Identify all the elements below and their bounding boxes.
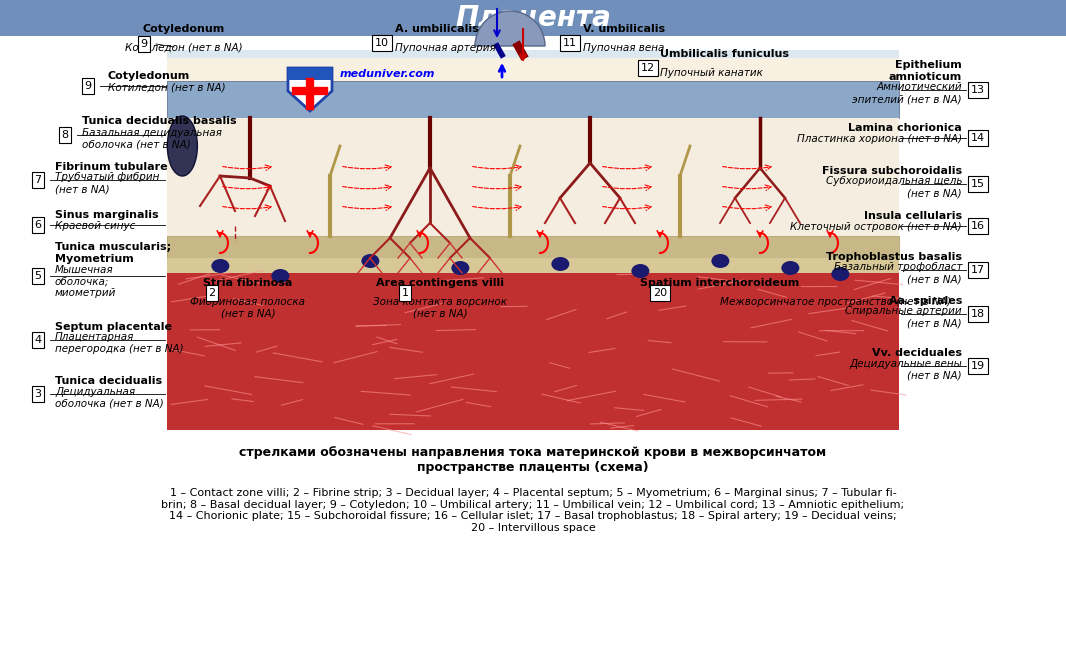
- Polygon shape: [288, 68, 332, 80]
- Ellipse shape: [711, 254, 729, 268]
- Text: Tunica muscularis;
Myometrium: Tunica muscularis; Myometrium: [55, 242, 172, 264]
- Text: Area contingens villi: Area contingens villi: [376, 278, 504, 288]
- Ellipse shape: [781, 261, 800, 275]
- Ellipse shape: [272, 269, 289, 283]
- Text: Мышечная
оболочка;
миометрий: Мышечная оболочка; миометрий: [55, 265, 116, 298]
- Text: 2: 2: [209, 288, 215, 298]
- Text: Epithelium
amnioticum: Epithelium amnioticum: [889, 60, 962, 81]
- Bar: [167, 273, 899, 430]
- Text: Spatium interchoroideum: Spatium interchoroideum: [641, 278, 800, 288]
- Text: 4: 4: [34, 335, 42, 345]
- Text: Децидуальная
оболочка (нет в NA): Децидуальная оболочка (нет в NA): [55, 386, 164, 408]
- Text: Trophoblastus basalis: Trophoblastus basalis: [826, 252, 962, 262]
- Text: Базальная децидуальная
оболочка (нет в NA): Базальная децидуальная оболочка (нет в N…: [82, 127, 222, 149]
- Text: Клеточный островок (нет в NA): Клеточный островок (нет в NA): [790, 222, 962, 232]
- Bar: [167, 236, 899, 258]
- Text: Septum placentale: Septum placentale: [55, 322, 172, 332]
- Text: Sinus marginalis: Sinus marginalis: [55, 210, 159, 220]
- Text: 16: 16: [971, 221, 985, 231]
- Text: Пупочная вена: Пупочная вена: [583, 43, 664, 53]
- Text: Децидуальные вены
(нет в NA): Децидуальные вены (нет в NA): [850, 358, 962, 380]
- Text: 14: 14: [971, 133, 985, 143]
- Ellipse shape: [451, 261, 469, 275]
- Bar: [167, 50, 899, 430]
- Text: 13: 13: [971, 85, 985, 95]
- Text: Tunica decidualis basalis: Tunica decidualis basalis: [82, 117, 237, 127]
- Text: Tunica decidualis: Tunica decidualis: [55, 376, 162, 386]
- FancyBboxPatch shape: [0, 0, 1066, 36]
- Text: Фибриновая полоска
(нет в NA): Фибриновая полоска (нет в NA): [191, 297, 306, 318]
- Text: 15: 15: [971, 179, 985, 189]
- Text: Insula cellularis: Insula cellularis: [863, 211, 962, 221]
- Text: Aa. spirales: Aa. spirales: [889, 296, 962, 306]
- Text: 9: 9: [141, 39, 147, 49]
- Text: Пластинка хориона (нет в NA): Пластинка хориона (нет в NA): [797, 135, 962, 145]
- Text: Пупочная артерия: Пупочная артерия: [395, 43, 496, 53]
- Text: Stria fibrinosa: Stria fibrinosa: [204, 278, 293, 288]
- Text: Lamina chorionica: Lamina chorionica: [849, 123, 962, 133]
- Text: Краевой синус: Краевой синус: [55, 221, 135, 231]
- Text: Котиледон (нет в NA): Котиледон (нет в NA): [125, 43, 243, 53]
- Text: Пупочный канатик: Пупочный канатик: [660, 68, 763, 78]
- Text: Трубчатый фибрин
(нет в NA): Трубчатый фибрин (нет в NA): [55, 172, 160, 194]
- Text: 3: 3: [34, 389, 42, 399]
- Text: Плацентарная
перегородка (нет в NA): Плацентарная перегородка (нет в NA): [55, 332, 183, 354]
- Polygon shape: [288, 68, 332, 111]
- Ellipse shape: [361, 254, 379, 268]
- Ellipse shape: [211, 259, 229, 273]
- Text: Cotyledonum: Cotyledonum: [108, 71, 190, 81]
- Bar: [167, 81, 899, 118]
- Text: Амниотический
эпителий (нет в NA): Амниотический эпителий (нет в NA): [853, 83, 962, 104]
- Bar: [167, 118, 899, 236]
- Text: Cotyledonum: Cotyledonum: [143, 24, 225, 34]
- Text: Umbilicalis funiculus: Umbilicalis funiculus: [660, 49, 789, 59]
- Wedge shape: [475, 11, 545, 46]
- Text: 20: 20: [653, 288, 667, 298]
- Text: 8: 8: [62, 130, 68, 140]
- Text: Субхориоидальная щель
(нет в NA): Субхориоидальная щель (нет в NA): [825, 176, 962, 198]
- Text: Базальный трофобласт
(нет в NA): Базальный трофобласт (нет в NA): [834, 262, 962, 284]
- Text: 18: 18: [971, 309, 985, 319]
- Text: Котиледон (нет в NA): Котиледон (нет в NA): [108, 82, 226, 93]
- Text: Плацента: Плацента: [455, 4, 611, 32]
- Bar: [167, 50, 899, 58]
- Text: 6: 6: [34, 220, 42, 230]
- Text: Межворсинчатое пространство (нет в NA): Межворсинчатое пространство (нет в NA): [720, 297, 951, 307]
- Text: Зона контакта ворсинок
(нет в NA): Зона контакта ворсинок (нет в NA): [373, 297, 507, 318]
- Text: A. umbilicalis: A. umbilicalis: [395, 24, 479, 34]
- Ellipse shape: [167, 116, 197, 176]
- Ellipse shape: [831, 267, 850, 281]
- Text: 9: 9: [84, 81, 92, 91]
- Text: V. umbilicalis: V. umbilicalis: [583, 24, 665, 34]
- Text: 17: 17: [971, 265, 985, 275]
- Text: 1: 1: [402, 288, 408, 298]
- Text: 5: 5: [34, 271, 42, 281]
- Text: Vv. deciduales: Vv. deciduales: [872, 348, 962, 358]
- Ellipse shape: [631, 264, 649, 278]
- Ellipse shape: [551, 257, 569, 271]
- Text: Fibrinum tubulare: Fibrinum tubulare: [55, 161, 167, 172]
- Bar: [167, 258, 899, 273]
- Text: 10: 10: [375, 38, 389, 48]
- Text: 7: 7: [34, 175, 42, 185]
- Text: 19: 19: [971, 361, 985, 371]
- Text: 12: 12: [641, 63, 656, 73]
- Text: Fissura subchoroidalis: Fissura subchoroidalis: [822, 165, 962, 176]
- Text: 11: 11: [563, 38, 577, 48]
- Text: Спиральные артерии
(нет в NA): Спиральные артерии (нет в NA): [845, 306, 962, 328]
- Text: 1 – Contact zone villi; 2 – Fibrine strip; 3 – Decidual layer; 4 – Placental sep: 1 – Contact zone villi; 2 – Fibrine stri…: [161, 488, 905, 533]
- Text: стрелками обозначены направления тока материнской крови в межворсинчатом
простра: стрелками обозначены направления тока ма…: [240, 446, 826, 474]
- Text: meduniver.com: meduniver.com: [340, 69, 436, 79]
